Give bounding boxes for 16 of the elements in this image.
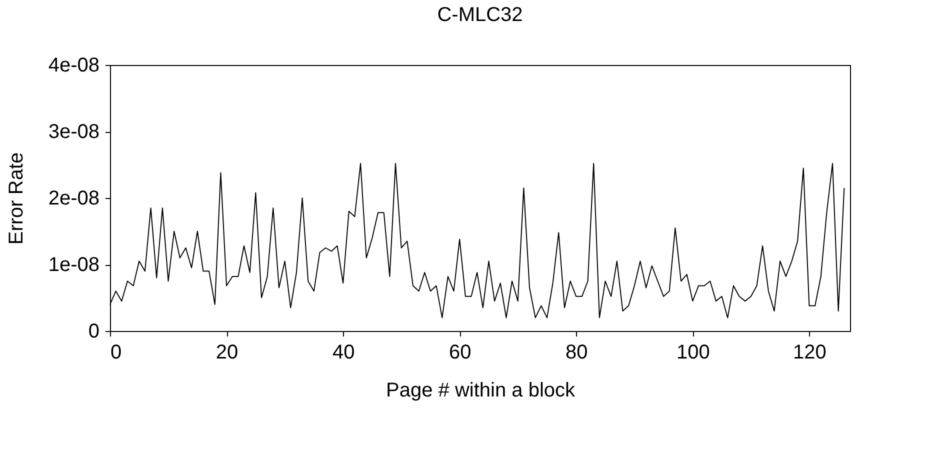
y-axis-title: Error Rate (5, 152, 28, 245)
x-tick-label: 80 (566, 342, 588, 364)
y-tick-label: 3e-08 (48, 121, 100, 143)
x-tick-label: 60 (448, 342, 472, 364)
x-tick-label: 0 (110, 342, 122, 364)
y-tick-label: 0 (88, 320, 100, 342)
x-tick-label: 120 (793, 342, 826, 364)
line-series (110, 162, 845, 318)
y-tick-label: 1e-08 (48, 254, 100, 276)
x-axis-title: Page # within a block (386, 380, 576, 402)
x-tick-label: 40 (332, 342, 355, 364)
chart-title: C-MLC32 (437, 4, 523, 26)
x-tick-label: 100 (676, 342, 710, 364)
y-tick-label: 2e-08 (48, 188, 100, 210)
y-tick-label: 4e-08 (48, 54, 100, 76)
x-tick-label: 20 (216, 342, 238, 364)
